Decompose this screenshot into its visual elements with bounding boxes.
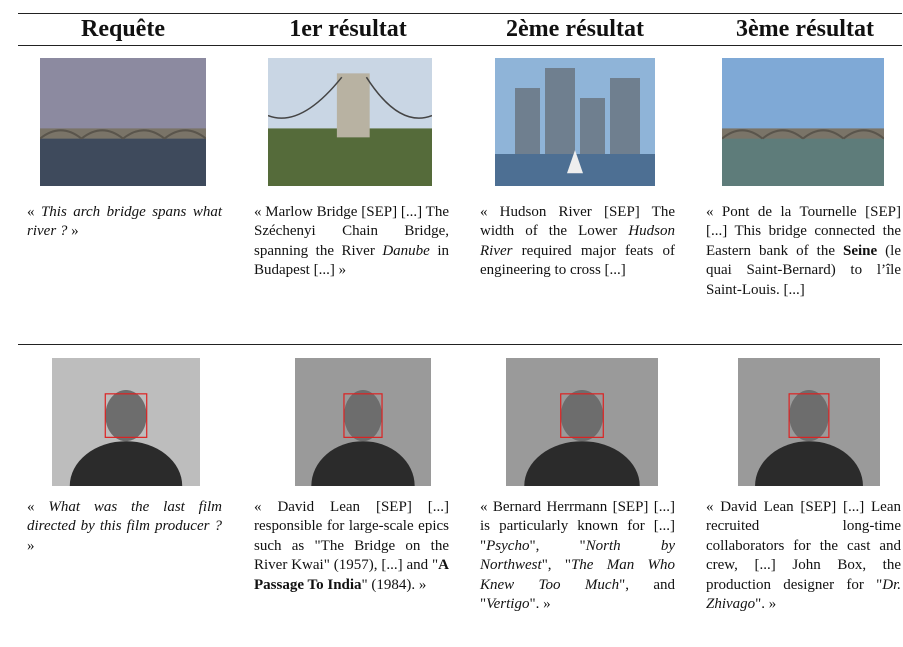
caption-text: North by Northwest [480, 537, 675, 574]
caption-text: « Pont de la Tournelle [SEP] [...] This … [706, 204, 901, 259]
head [343, 390, 383, 442]
water [722, 134, 884, 186]
thumbnail [722, 58, 884, 186]
caption-text: in Budapest [...] » [254, 242, 449, 279]
body [311, 441, 415, 486]
arch [40, 129, 83, 140]
caption-text: A Passage To India [254, 557, 449, 593]
caption-text: Seine [842, 242, 878, 259]
bridge-deck [40, 128, 206, 139]
thumbnail [295, 358, 431, 486]
arch [761, 129, 804, 140]
thumbnail [40, 58, 206, 186]
caption-text: « [27, 499, 49, 515]
face-box [343, 393, 383, 438]
caption-text: (le quai Saint-Bernard) to l’île Saint-L… [706, 242, 901, 298]
column-header: 1er résultat [289, 16, 407, 42]
caption-text: « David Lean [SEP] [...] responsible for… [254, 499, 449, 574]
caption: « Marlow Bridge [SEP] [...] The Szécheny… [254, 203, 449, 281]
arch [122, 129, 166, 140]
thumbnail [52, 358, 200, 486]
head [560, 390, 604, 442]
tower [336, 73, 370, 138]
caption-text: ", " [541, 557, 571, 574]
caption: « Bernard Herrmann [SEP] [...] is partic… [480, 498, 675, 614]
thumbnail [506, 358, 658, 486]
arch [722, 129, 764, 140]
column-header: Requête [81, 16, 165, 42]
chain [268, 76, 432, 119]
caption-text: « David Lean [SEP] [...] Lean recruited … [706, 499, 901, 593]
water [40, 134, 206, 186]
thumbnail [738, 358, 880, 486]
row-rule [18, 344, 902, 345]
body [524, 441, 640, 486]
arch [163, 129, 206, 140]
caption-text: ", " [529, 537, 586, 554]
caption: « What was the last film directed by thi… [27, 498, 222, 556]
caption-text: What was the last film directed by this … [27, 499, 223, 535]
sky [40, 58, 206, 135]
caption-text: » [27, 537, 35, 554]
caption: « This arch bridge spans what river ? » [27, 203, 222, 242]
caption-text: ". » [529, 596, 551, 613]
caption-text: Danube [382, 242, 430, 259]
caption: « David Lean [SEP] [...] responsible for… [254, 498, 449, 595]
caption-text: This arch bridge spans what river ? [27, 204, 223, 240]
face-box [104, 393, 148, 438]
caption-text: « Hudson River [SEP] The width of the Lo… [480, 204, 675, 240]
caption-text: ", and " [480, 576, 675, 613]
arch [80, 129, 124, 140]
caption-text: Vertigo [486, 596, 530, 613]
sail [567, 150, 583, 174]
grass [268, 128, 432, 186]
bridge-deck [722, 128, 884, 139]
caption-text: » [67, 223, 79, 240]
caption-text: Psycho [486, 537, 530, 554]
thumbnail [268, 58, 432, 186]
caption-text: « Bernard Herrmann [SEP] [...] is partic… [480, 499, 675, 554]
caption-text: « [27, 204, 41, 220]
head [789, 390, 829, 442]
caption-text: " (1984). » [361, 576, 427, 593]
header-rule [18, 45, 902, 46]
caption-text: Hudson River [480, 223, 675, 259]
building [580, 98, 605, 154]
building [545, 68, 575, 154]
column-header: 2ème résultat [506, 16, 644, 42]
caption: « Hudson River [SEP] The width of the Lo… [480, 203, 675, 281]
building [515, 88, 540, 154]
caption-text: « Marlow Bridge [SEP] [...] The Szécheny… [254, 204, 449, 259]
caption-text: required major feats of engineering to c… [480, 242, 675, 279]
face-box [788, 393, 830, 438]
column-header: 3ème résultat [736, 16, 874, 42]
caption-text: ". » [755, 596, 777, 613]
face-box [560, 393, 604, 438]
top-rule [18, 13, 902, 14]
caption: « David Lean [SEP] [...] Lean recruited … [706, 498, 901, 614]
caption-text: The Man Who Knew Too Much [480, 557, 676, 593]
thumbnail [495, 58, 655, 186]
head [105, 390, 147, 442]
building [610, 78, 640, 154]
caption-text: Dr. Zhivago [706, 576, 901, 613]
arch [842, 129, 884, 140]
arch [802, 129, 845, 140]
body [755, 441, 863, 486]
sky [722, 58, 884, 135]
body [69, 441, 183, 486]
caption: « Pont de la Tournelle [SEP] [...] This … [706, 203, 901, 300]
